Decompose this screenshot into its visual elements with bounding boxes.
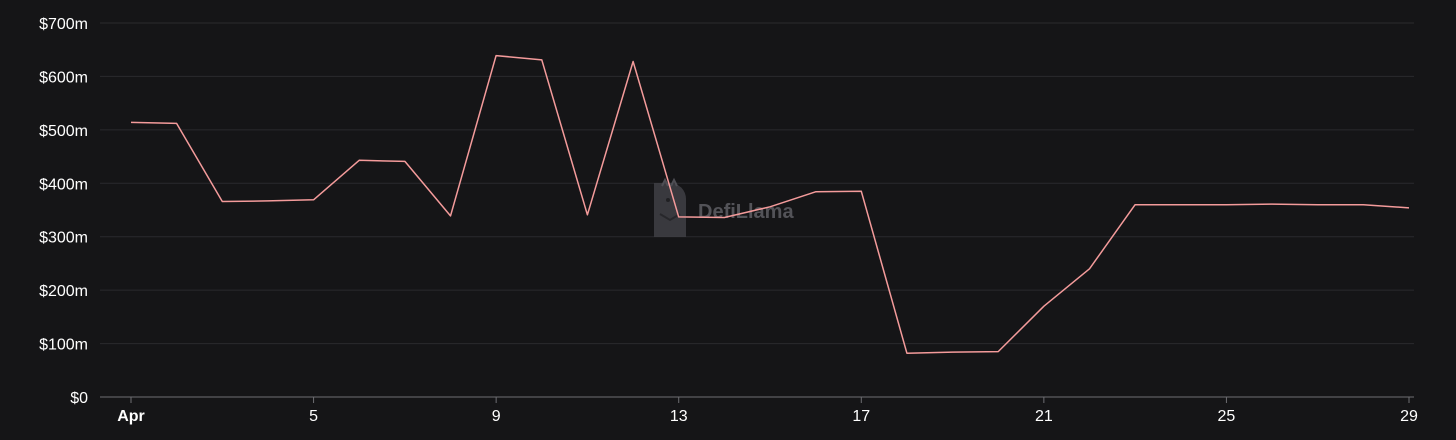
x-axis: Apr 5 9 13 17 21 25 29 — [100, 396, 1418, 425]
watermark: DefiLlama — [654, 177, 794, 237]
y-tick-label: $700m — [39, 16, 88, 33]
series-line — [130, 54, 1410, 354]
x-tick-label: Apr — [117, 408, 145, 425]
y-tick-label: $200m — [39, 283, 88, 300]
series-group — [130, 54, 1410, 354]
grid-lines — [100, 22, 1414, 345]
y-tick-label: $0 — [70, 390, 88, 407]
x-tick-label: 13 — [670, 408, 688, 425]
x-tick-label: 9 — [492, 408, 501, 425]
x-tick-label: 25 — [1218, 408, 1236, 425]
y-tick-label: $500m — [39, 123, 88, 140]
y-tick-label: $300m — [39, 230, 88, 247]
x-tick-label: 21 — [1035, 408, 1053, 425]
llama-logo-icon — [654, 177, 686, 237]
y-axis: $0 $100m $200m $300m $400m $500m $600m $700m — [39, 16, 88, 407]
x-tick-label: 5 — [309, 408, 318, 425]
y-tick-label: $100m — [39, 337, 88, 354]
y-tick-label: $600m — [39, 69, 88, 86]
y-tick-label: $400m — [39, 176, 88, 193]
x-tick-label: 29 — [1400, 408, 1418, 425]
x-tick-label: 17 — [852, 408, 870, 425]
